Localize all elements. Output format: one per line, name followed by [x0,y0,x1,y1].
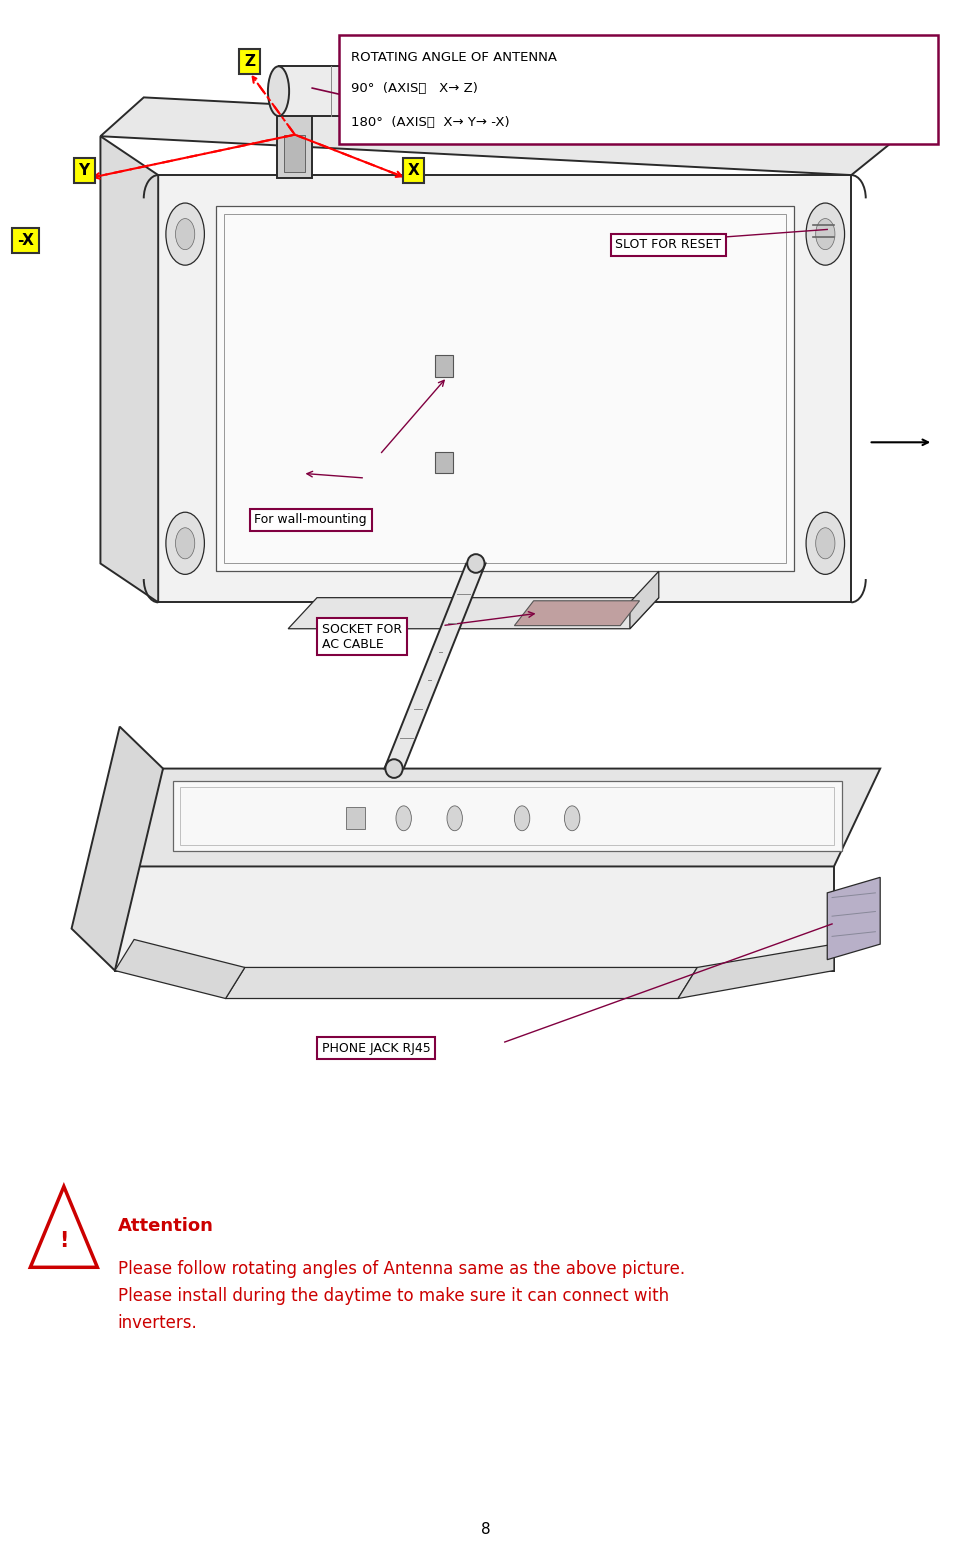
Polygon shape [288,598,658,629]
Text: For wall-mounting: For wall-mounting [254,514,367,526]
Polygon shape [285,134,305,172]
Polygon shape [158,175,852,603]
FancyBboxPatch shape [339,36,938,144]
Text: SLOT FOR RESET: SLOT FOR RESET [616,239,721,251]
Ellipse shape [644,66,664,116]
Text: -X: -X [17,233,34,248]
Circle shape [515,806,530,831]
Polygon shape [100,97,899,175]
Text: X: X [408,162,419,178]
Circle shape [176,528,195,559]
Text: Z: Z [244,55,255,69]
Text: !: ! [59,1231,69,1251]
Text: SOCKET FOR
AC CABLE: SOCKET FOR AC CABLE [321,623,402,650]
FancyBboxPatch shape [435,451,452,473]
Polygon shape [279,66,653,116]
Polygon shape [115,939,245,998]
Polygon shape [827,878,880,959]
Circle shape [166,203,205,266]
Polygon shape [30,1187,97,1267]
Polygon shape [277,89,313,178]
Circle shape [816,219,835,250]
Text: 90°  (AXIS：   X→ Z): 90° (AXIS： X→ Z) [351,81,478,95]
Polygon shape [72,726,163,970]
Circle shape [806,203,845,266]
Circle shape [447,806,462,831]
Circle shape [806,512,845,575]
Circle shape [166,512,205,575]
Ellipse shape [467,555,485,573]
Polygon shape [100,136,158,603]
Polygon shape [115,769,880,867]
FancyBboxPatch shape [346,808,365,829]
Text: ROTATING ANGLE OF ANTENNA: ROTATING ANGLE OF ANTENNA [351,52,556,64]
Ellipse shape [268,66,289,116]
Text: Please follow rotating angles of Antenna same as the above picture.
Please insta: Please follow rotating angles of Antenna… [117,1259,685,1332]
Text: Y: Y [79,162,89,178]
Ellipse shape [385,759,403,778]
Text: Attention: Attention [117,1217,214,1234]
Polygon shape [678,943,834,998]
Polygon shape [115,867,834,970]
Circle shape [176,219,195,250]
Polygon shape [173,781,842,851]
Circle shape [396,806,412,831]
Polygon shape [630,572,658,629]
Circle shape [564,806,580,831]
Text: 8: 8 [481,1523,490,1537]
Text: PHONE JACK RJ45: PHONE JACK RJ45 [321,1042,430,1054]
Polygon shape [225,967,697,998]
Polygon shape [216,206,793,572]
FancyBboxPatch shape [435,355,452,376]
Text: 180°  (AXIS：  X→ Y→ -X): 180° (AXIS： X→ Y→ -X) [351,116,510,130]
Polygon shape [515,601,640,626]
Circle shape [816,528,835,559]
Polygon shape [385,564,486,769]
